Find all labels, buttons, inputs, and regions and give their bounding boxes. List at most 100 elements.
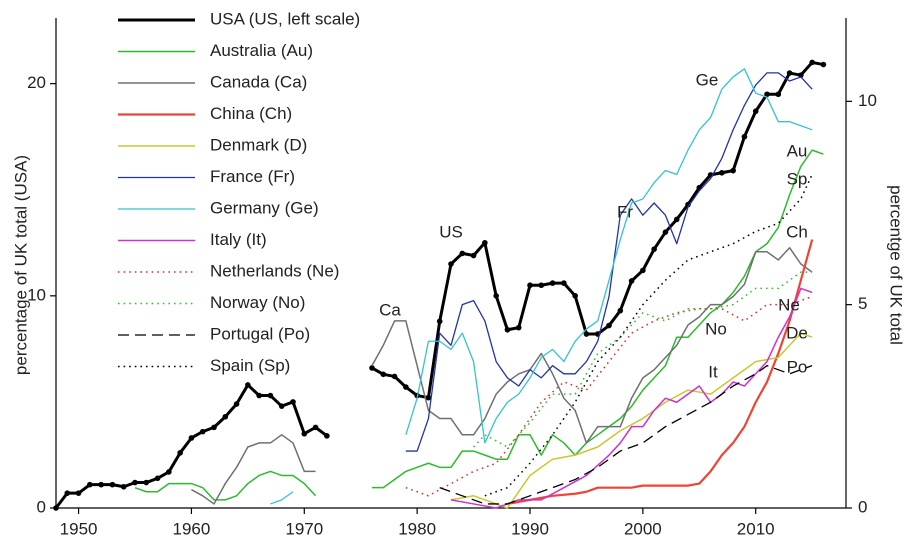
y-tick-label: 10 — [27, 285, 46, 304]
series-line — [450, 332, 813, 509]
series-marker — [673, 216, 680, 223]
series-marker — [730, 167, 736, 174]
series-annotation: Sp — [787, 169, 808, 188]
legend-label: France (Fr) — [210, 167, 295, 186]
series-marker — [752, 108, 759, 115]
series-marker — [301, 430, 308, 437]
series-line — [54, 383, 328, 509]
series-marker — [561, 280, 567, 286]
series-marker — [166, 469, 172, 475]
series-marker — [369, 365, 375, 371]
series-marker — [53, 505, 59, 511]
x-tick-label: 1960 — [173, 519, 211, 538]
legend-label: Norway (No) — [210, 293, 305, 312]
series-line — [191, 434, 316, 505]
series-line — [450, 287, 813, 509]
series-line — [405, 72, 813, 452]
legend-label: China (Ch) — [210, 104, 292, 123]
legend-label: USA (US, left scale) — [210, 9, 360, 28]
series-annotation: Au — [787, 141, 808, 160]
series-marker — [527, 282, 533, 289]
series-line — [405, 68, 813, 444]
series-marker — [809, 59, 815, 66]
series-line — [484, 174, 813, 497]
series-marker — [719, 169, 725, 176]
y2-axis-label: percentge of UK total — [887, 185, 906, 345]
series-marker — [312, 424, 319, 431]
series-annotation: Ch — [786, 222, 808, 241]
series-marker — [786, 70, 793, 76]
series-marker — [572, 293, 578, 299]
series-marker — [448, 261, 454, 267]
series-line — [371, 246, 813, 444]
legend-label: Canada (Ca) — [210, 72, 307, 91]
series-annotation: De — [786, 323, 808, 342]
series-annotation: Ge — [696, 70, 719, 89]
series-marker — [109, 481, 116, 488]
series-marker — [820, 61, 827, 68]
series-marker — [324, 433, 330, 439]
series-annotation: Ca — [379, 300, 401, 319]
x-tick-label: 1980 — [398, 519, 436, 538]
x-tick-label: 2010 — [737, 519, 775, 538]
series-marker — [267, 392, 274, 399]
series-marker — [120, 483, 127, 490]
series-marker — [211, 424, 217, 431]
series-marker — [233, 401, 240, 407]
series-annotation: Po — [787, 357, 808, 376]
series-annotation: Fr — [617, 202, 633, 221]
series-marker — [538, 282, 545, 289]
series-marker — [75, 490, 82, 496]
series-marker — [222, 413, 229, 420]
legend-label: Australia (Au) — [210, 41, 313, 60]
series-marker — [403, 384, 409, 390]
series-marker — [143, 479, 150, 486]
series-marker — [606, 322, 612, 329]
series-marker — [662, 229, 669, 235]
series-marker — [98, 481, 104, 488]
series-marker — [504, 326, 511, 333]
legend-label: Germany (Ge) — [210, 198, 319, 217]
series-marker — [278, 403, 285, 409]
series-line — [439, 365, 813, 505]
series-marker — [482, 239, 488, 246]
series-annotation: It — [708, 362, 718, 381]
y2-tick-label: 5 — [858, 294, 867, 313]
series-marker — [459, 250, 466, 257]
legend-label: Portugal (Po) — [210, 324, 310, 343]
y-tick-label: 20 — [27, 73, 46, 92]
x-tick-label: 2000 — [624, 519, 662, 538]
legend-label: Netherlands (Ne) — [210, 261, 339, 280]
series-marker — [741, 133, 748, 140]
series-annotation: No — [705, 319, 727, 338]
y2-tick-label: 0 — [858, 497, 867, 516]
series-marker — [470, 252, 477, 259]
series-marker — [87, 481, 93, 488]
series-marker — [764, 91, 770, 98]
series-line — [473, 271, 813, 448]
legend-label: Spain (Sp) — [210, 356, 290, 375]
series-marker — [617, 307, 624, 314]
y-tick-label: 0 — [37, 497, 46, 516]
series-marker — [391, 373, 398, 380]
series-marker — [549, 280, 556, 286]
series-line — [270, 491, 294, 505]
series-marker — [132, 479, 138, 486]
series-marker — [628, 278, 635, 284]
series-marker — [290, 399, 296, 405]
series-marker — [380, 371, 387, 378]
series-marker — [256, 392, 262, 399]
series-marker — [515, 324, 522, 331]
series-marker — [436, 318, 443, 325]
series-line — [372, 149, 824, 489]
series-marker — [583, 331, 590, 337]
legend-label: Denmark (D) — [210, 135, 307, 154]
series-marker — [245, 382, 251, 388]
series-marker — [199, 428, 206, 435]
x-tick-label: 1990 — [511, 519, 549, 538]
series-line — [507, 239, 814, 506]
series-marker — [154, 475, 161, 482]
series-marker — [651, 246, 657, 252]
series-marker — [425, 394, 432, 401]
